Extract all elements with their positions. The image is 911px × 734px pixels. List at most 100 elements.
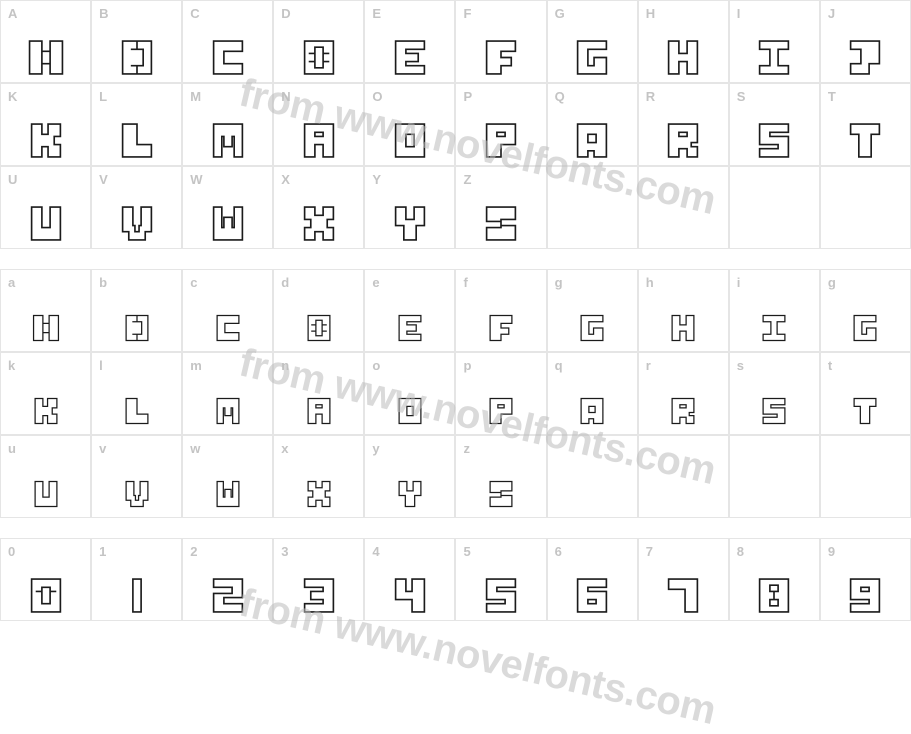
cell-label: f bbox=[463, 275, 467, 290]
cell-label: t bbox=[828, 358, 832, 373]
glyph-cell: A bbox=[0, 0, 91, 83]
glyph-cell bbox=[729, 435, 820, 518]
glyph-cell: Y bbox=[364, 166, 455, 249]
cell-label: h bbox=[646, 275, 654, 290]
glyph-cell: B bbox=[91, 0, 182, 83]
glyph-cell: w bbox=[182, 435, 273, 518]
char-grid-section: ABCDEFGHIJKLMNOPQRSTUVWXYZ bbox=[0, 0, 911, 249]
glyph-cell: f bbox=[455, 269, 546, 352]
cell-label: H bbox=[646, 6, 655, 21]
glyph-cell: q bbox=[547, 352, 638, 435]
cell-label: d bbox=[281, 275, 289, 290]
glyph-icon bbox=[756, 577, 793, 614]
glyph-icon bbox=[214, 397, 242, 425]
glyph-cell: 0 bbox=[0, 538, 91, 621]
glyph-cell: 3 bbox=[273, 538, 364, 621]
cell-label: 6 bbox=[555, 544, 562, 559]
cell-label: i bbox=[737, 275, 741, 290]
cell-label: R bbox=[646, 89, 655, 104]
glyph-icon bbox=[118, 205, 155, 242]
cell-label: D bbox=[281, 6, 290, 21]
glyph-cell: c bbox=[182, 269, 273, 352]
glyph-icon bbox=[391, 39, 428, 76]
glyph-icon bbox=[391, 205, 428, 242]
cell-label: Y bbox=[372, 172, 381, 187]
glyph-cell: W bbox=[182, 166, 273, 249]
glyph-cell: C bbox=[182, 0, 273, 83]
glyph-icon bbox=[669, 397, 697, 425]
glyph-icon bbox=[118, 122, 155, 159]
glyph-cell: L bbox=[91, 83, 182, 166]
glyph-icon bbox=[851, 397, 879, 425]
glyph-cell: t bbox=[820, 352, 911, 435]
glyph-icon bbox=[574, 39, 611, 76]
cell-label: u bbox=[8, 441, 16, 456]
glyph-icon bbox=[760, 397, 788, 425]
glyph-icon bbox=[483, 577, 520, 614]
glyph-icon bbox=[396, 397, 424, 425]
cell-label: B bbox=[99, 6, 108, 21]
glyph-icon bbox=[118, 39, 155, 76]
cell-label: m bbox=[190, 358, 202, 373]
glyph-cell: V bbox=[91, 166, 182, 249]
cell-label: s bbox=[737, 358, 744, 373]
glyph-cell: l bbox=[91, 352, 182, 435]
glyph-cell: 1 bbox=[91, 538, 182, 621]
glyph-icon bbox=[391, 122, 428, 159]
glyph-cell: v bbox=[91, 435, 182, 518]
glyph-icon bbox=[665, 39, 702, 76]
cell-label: P bbox=[463, 89, 472, 104]
cell-label: S bbox=[737, 89, 746, 104]
glyph-cell: Q bbox=[547, 83, 638, 166]
glyph-icon bbox=[118, 577, 155, 614]
glyph-icon bbox=[396, 314, 424, 342]
glyph-cell: p bbox=[455, 352, 546, 435]
cell-label: 3 bbox=[281, 544, 288, 559]
glyph-cell: 8 bbox=[729, 538, 820, 621]
cell-label: e bbox=[372, 275, 379, 290]
glyph-icon bbox=[27, 577, 64, 614]
glyph-icon bbox=[574, 122, 611, 159]
glyph-cell: e bbox=[364, 269, 455, 352]
cell-label: A bbox=[8, 6, 17, 21]
cell-label: y bbox=[372, 441, 379, 456]
glyph-cell: N bbox=[273, 83, 364, 166]
glyph-cell: D bbox=[273, 0, 364, 83]
glyph-cell bbox=[547, 435, 638, 518]
cell-label: 4 bbox=[372, 544, 379, 559]
glyph-cell bbox=[820, 166, 911, 249]
glyph-icon bbox=[847, 39, 884, 76]
cell-label: 9 bbox=[828, 544, 835, 559]
glyph-cell: K bbox=[0, 83, 91, 166]
glyph-icon bbox=[487, 480, 515, 508]
glyph-cell: g bbox=[547, 269, 638, 352]
glyph-icon bbox=[209, 577, 246, 614]
glyph-cell: d bbox=[273, 269, 364, 352]
glyph-cell bbox=[638, 166, 729, 249]
cell-label: 1 bbox=[99, 544, 106, 559]
glyph-cell: a bbox=[0, 269, 91, 352]
glyph-icon bbox=[300, 205, 337, 242]
cell-label: K bbox=[8, 89, 17, 104]
cell-label: k bbox=[8, 358, 15, 373]
glyph-icon bbox=[214, 314, 242, 342]
glyph-icon bbox=[574, 577, 611, 614]
glyph-cell: 6 bbox=[547, 538, 638, 621]
glyph-cell: i bbox=[729, 269, 820, 352]
glyph-cell: x bbox=[273, 435, 364, 518]
cell-label: Q bbox=[555, 89, 565, 104]
glyph-cell: h bbox=[638, 269, 729, 352]
cell-label: 2 bbox=[190, 544, 197, 559]
cell-label: X bbox=[281, 172, 290, 187]
glyph-cell: P bbox=[455, 83, 546, 166]
glyph-icon bbox=[32, 480, 60, 508]
cell-label: w bbox=[190, 441, 200, 456]
glyph-cell: X bbox=[273, 166, 364, 249]
glyph-icon bbox=[847, 122, 884, 159]
glyph-cell: J bbox=[820, 0, 911, 83]
glyph-cell: I bbox=[729, 0, 820, 83]
glyph-cell bbox=[729, 166, 820, 249]
glyph-cell: k bbox=[0, 352, 91, 435]
glyph-icon bbox=[32, 314, 60, 342]
glyph-cell: s bbox=[729, 352, 820, 435]
